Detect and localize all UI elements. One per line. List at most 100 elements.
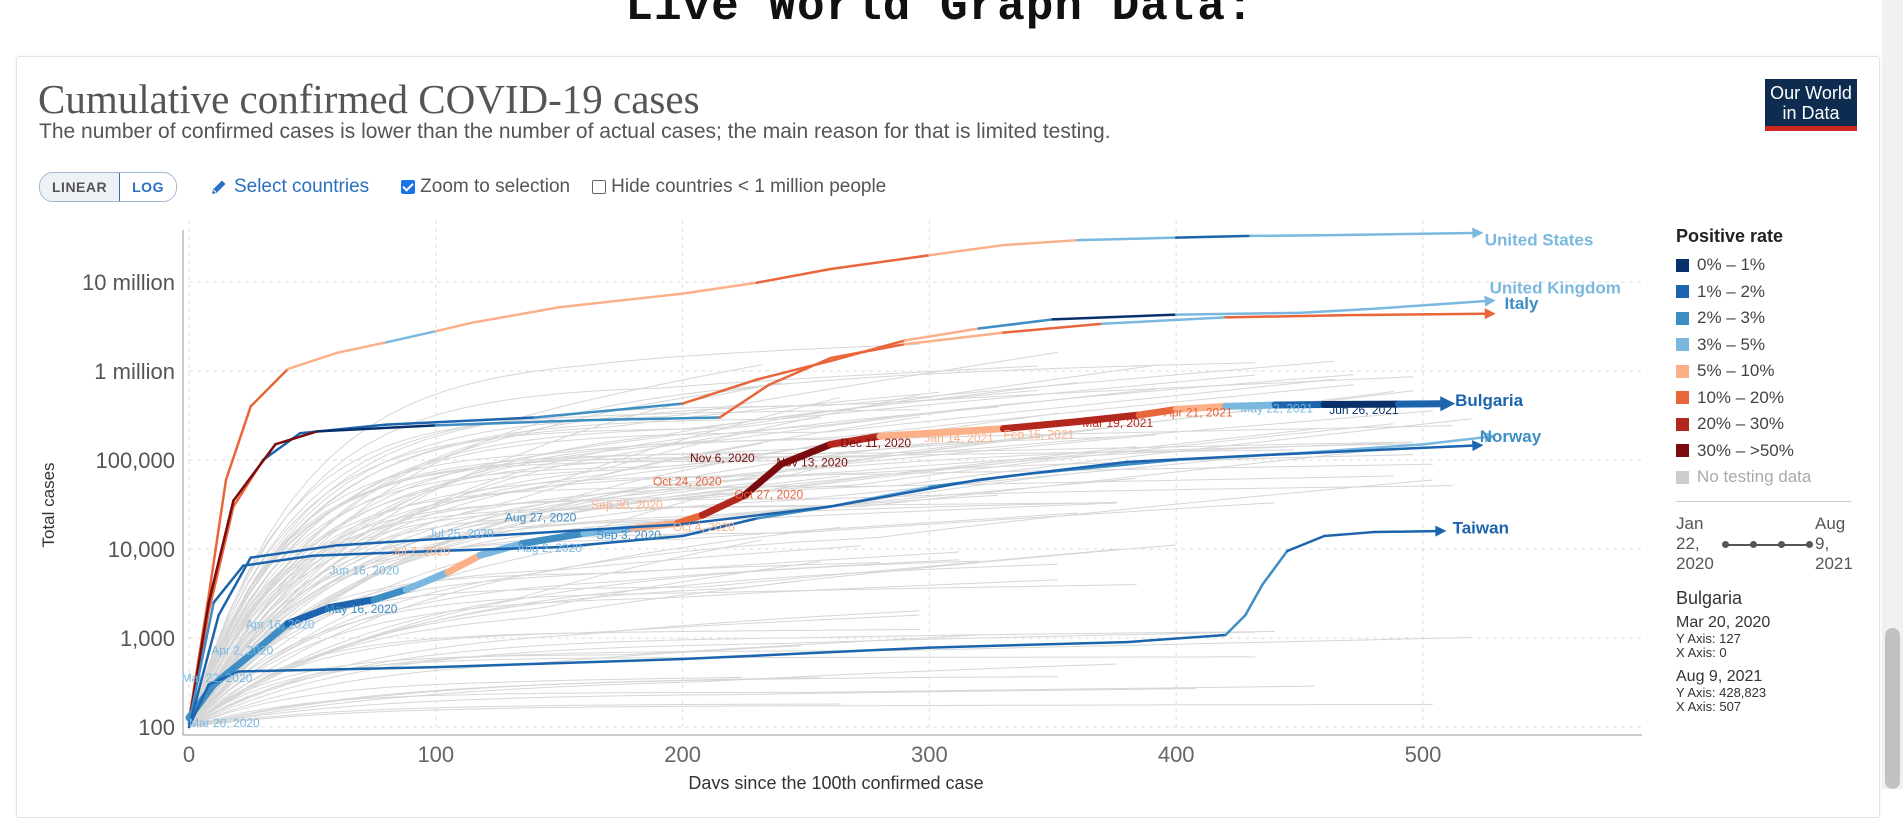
- series-segment: [1324, 532, 1373, 536]
- series-segment: [1053, 315, 1176, 320]
- legend-label-no-data: No testing data: [1697, 467, 1811, 487]
- date-annotation: May 22, 2021: [1240, 402, 1313, 416]
- series-segment: [929, 642, 1126, 648]
- series-segment: [386, 331, 435, 342]
- legend-label: 10% – 20%: [1697, 388, 1784, 408]
- series-segment: [831, 255, 930, 269]
- date-annotation: Apr 2, 2020: [211, 644, 273, 658]
- date-annotation: Oct 24, 2020: [653, 474, 722, 488]
- series-label: Italy: [1504, 294, 1539, 313]
- page-scrollbar[interactable]: [1882, 0, 1903, 789]
- info-start-x: X Axis: 0: [1676, 646, 1866, 660]
- legend-item[interactable]: 30% – >50%: [1676, 438, 1866, 465]
- timeline-handle-mid-1[interactable]: [1750, 541, 1757, 548]
- date-annotation: Oct 27, 2020: [734, 487, 803, 501]
- date-annotation: Mar 19, 2021: [1082, 416, 1153, 430]
- legend-label: 5% – 10%: [1697, 361, 1775, 381]
- series-segment: [233, 444, 275, 500]
- y-tick-label: 100,000: [95, 448, 175, 473]
- date-annotation: Nov 13, 2020: [776, 455, 848, 469]
- positive-rate-legend: Positive rate 0% – 1%1% – 2%2% – 3%3% – …: [1676, 226, 1866, 714]
- series-segment: [1250, 235, 1324, 236]
- legend-item[interactable]: 3% – 5%: [1676, 332, 1866, 359]
- logo-line-1: Our World: [1765, 83, 1857, 103]
- background-country-line: [189, 429, 1314, 727]
- series-segment: [559, 294, 682, 308]
- legend-label: 3% – 5%: [1697, 335, 1765, 355]
- timeline-slider[interactable]: Jan 22, 2020 Aug 9, 2021: [1676, 514, 1866, 576]
- owid-logo[interactable]: Our World in Data: [1765, 79, 1857, 131]
- legend-label: 2% – 3%: [1697, 308, 1765, 328]
- series-segment: [337, 342, 386, 353]
- info-start-y: Y Axis: 127: [1676, 632, 1866, 646]
- y-tick-label: 10,000: [108, 537, 175, 562]
- x-tick-label: 200: [664, 742, 701, 767]
- info-country: Bulgaria: [1676, 588, 1866, 609]
- legend-divider: [1676, 501, 1851, 502]
- series-end-arrow: [1472, 228, 1483, 239]
- scrollbar-thumb[interactable]: [1885, 628, 1900, 789]
- legend-swatch: [1676, 312, 1689, 325]
- legend-label: 20% – 30%: [1697, 414, 1784, 434]
- series-end-arrow: [1485, 308, 1496, 319]
- timeline-handle-end[interactable]: [1806, 541, 1813, 548]
- series-segment: [1349, 314, 1485, 315]
- info-end-y: Y Axis: 428,823: [1676, 686, 1866, 700]
- series-lines: [189, 228, 1496, 727]
- legend-item[interactable]: 20% – 30%: [1676, 411, 1866, 438]
- legend-swatch-no-data: [1676, 471, 1689, 484]
- series-label: Bulgaria: [1455, 391, 1524, 410]
- date-annotation: Jan 14, 2021: [924, 431, 994, 445]
- series-segment: [929, 245, 1003, 255]
- background-country-line: [189, 385, 1354, 727]
- series-segment: [436, 323, 473, 332]
- background-country-line: [189, 441, 999, 727]
- date-annotation: Nov 6, 2020: [690, 451, 755, 465]
- legend-item[interactable]: 2% – 3%: [1676, 305, 1866, 332]
- date-annotation: Sep 3, 2020: [596, 528, 661, 542]
- timeline-handle-start[interactable]: [1722, 541, 1729, 548]
- hover-info: Bulgaria Mar 20, 2020 Y Axis: 127 X Axis…: [1676, 588, 1866, 714]
- x-tick-label: 100: [417, 742, 454, 767]
- series-end-arrow: [1435, 526, 1446, 537]
- legend-swatch: [1676, 259, 1689, 272]
- legend-item[interactable]: 10% – 20%: [1676, 385, 1866, 412]
- series-segment: [1324, 233, 1472, 235]
- legend-item[interactable]: 1% – 2%: [1676, 279, 1866, 306]
- info-start-date: Mar 20, 2020: [1676, 614, 1866, 632]
- y-tick-label: 10 million: [82, 270, 175, 295]
- chart-plot: Total cases Days since the 100th confirm…: [0, 0, 1660, 789]
- y-tick-label: 100: [138, 715, 175, 740]
- series-line: [189, 432, 1496, 723]
- y-tick-label: 1,000: [120, 626, 175, 651]
- date-annotation: Jun 26, 2021: [1329, 403, 1399, 417]
- timeline-track[interactable]: [1724, 544, 1810, 546]
- timeline-handle-mid-2[interactable]: [1778, 541, 1785, 548]
- legend-swatch: [1676, 418, 1689, 431]
- legend-item[interactable]: 5% – 10%: [1676, 358, 1866, 385]
- background-country-line: [189, 546, 860, 727]
- series-segment: [831, 480, 979, 507]
- logo-line-2: in Data: [1765, 103, 1857, 123]
- series-segment: [448, 555, 480, 572]
- legend-swatch: [1676, 285, 1689, 298]
- x-tick-label: 500: [1405, 742, 1442, 767]
- legend-item[interactable]: 0% – 1%: [1676, 252, 1866, 279]
- series-segment: [251, 369, 288, 406]
- background-country-line: [189, 689, 1196, 727]
- series-segment: [1263, 551, 1288, 584]
- series-segment: [757, 269, 831, 283]
- date-annotation: Apr 16, 2020: [246, 617, 315, 631]
- series-segment: [1003, 324, 1102, 333]
- x-tick-label: 400: [1158, 742, 1195, 767]
- series-segment: [1374, 531, 1436, 532]
- x-axis-label: Days since the 100th confirmed case: [688, 773, 983, 789]
- background-country-line: [189, 704, 1433, 727]
- series-segment: [1176, 236, 1250, 238]
- series-segment: [1300, 309, 1374, 313]
- info-end-x: X Axis: 507: [1676, 700, 1866, 714]
- series-segment: [1245, 584, 1262, 615]
- legend-item-no-data[interactable]: No testing data: [1676, 464, 1866, 491]
- series-segment: [275, 431, 317, 444]
- background-country-line: [189, 657, 1255, 727]
